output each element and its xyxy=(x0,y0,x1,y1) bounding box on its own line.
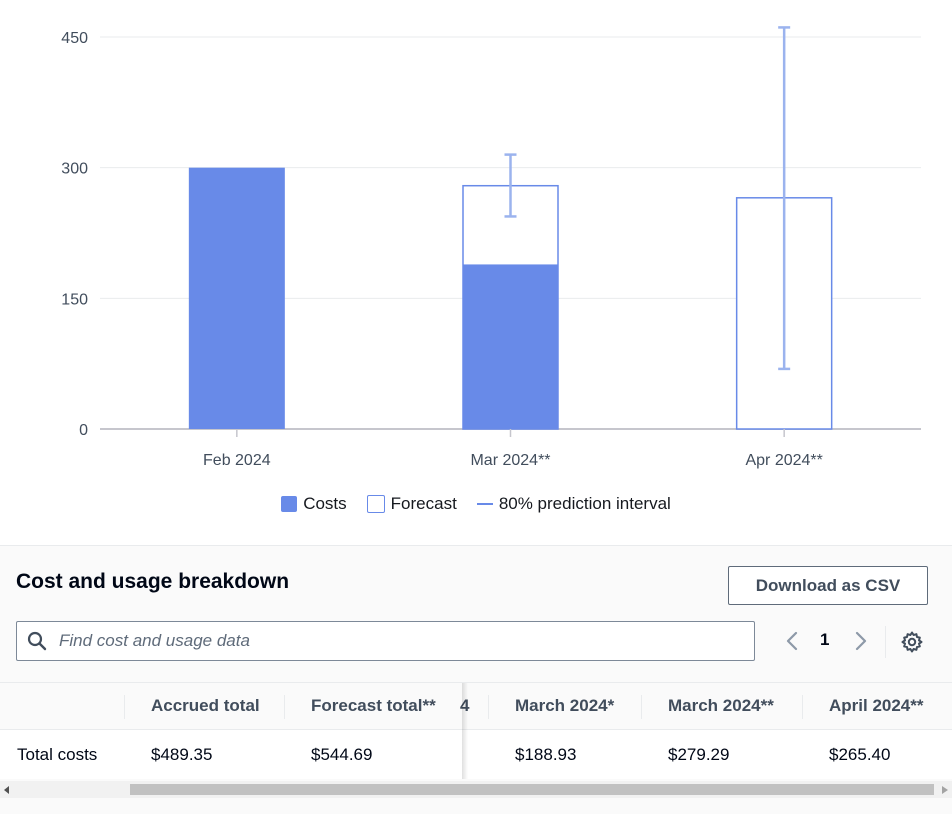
column-header-partial[interactable]: 4 xyxy=(460,696,469,716)
x-tick-label: Apr 2024** xyxy=(745,452,822,469)
horizontal-scrollbar[interactable] xyxy=(0,781,952,798)
column-header-march-2024-actual[interactable]: March 2024* xyxy=(515,696,615,715)
legend-swatch-costs xyxy=(281,496,298,512)
legend-label-costs: Costs xyxy=(303,494,347,513)
cell-accrued-total: $489.35 xyxy=(151,745,213,764)
column-header-accrued-total[interactable]: Accrued total xyxy=(151,696,260,715)
download-csv-button[interactable]: Download as CSV xyxy=(728,566,928,605)
column-divider xyxy=(124,695,125,719)
legend-label-forecast: Forecast xyxy=(390,494,457,513)
section-title: Cost and usage breakdown xyxy=(16,570,290,593)
legend-item-costs[interactable]: Costs xyxy=(281,494,347,514)
search-input[interactable] xyxy=(57,622,747,660)
y-tick-label: 450 xyxy=(61,30,88,47)
gear-icon[interactable] xyxy=(900,630,924,654)
legend-item-interval[interactable]: 80% prediction interval xyxy=(476,494,671,514)
legend-swatch-forecast xyxy=(366,495,385,513)
cell-march-2024-actual: $188.93 xyxy=(515,745,577,764)
cost-breakdown-panel: Cost and usage breakdown Download as CSV… xyxy=(0,545,952,814)
row-label: Total costs xyxy=(17,745,98,764)
x-tick-label: Mar 2024** xyxy=(470,452,550,469)
breakdown-table: Accrued total Forecast total** 4 March 2… xyxy=(0,682,952,779)
legend-item-forecast[interactable]: Forecast xyxy=(366,494,457,514)
search-field[interactable] xyxy=(16,621,755,661)
column-divider xyxy=(641,695,642,719)
bar-chart-svg: 0 150 300 450 Feb 2024 Mar 2024** Apr 2024** xyxy=(61,26,921,469)
scroll-right-arrow-icon[interactable] xyxy=(938,781,952,798)
cost-chart: 0 150 300 450 Feb 2024 Mar 2024** Apr 2024** C… xyxy=(0,26,952,514)
y-tick-label: 150 xyxy=(61,291,88,308)
chevron-left-icon[interactable] xyxy=(782,630,802,652)
cell-forecast-total: $544.69 xyxy=(311,745,373,764)
cell-march-2024-forecast: $279.29 xyxy=(668,745,730,764)
legend-swatch-interval xyxy=(476,503,493,505)
y-tick-label: 0 xyxy=(79,422,88,439)
search-icon xyxy=(27,631,47,651)
page-number[interactable]: 1 xyxy=(820,630,830,649)
scroll-left-arrow-icon[interactable] xyxy=(0,781,14,798)
cost-bar xyxy=(188,167,285,429)
table-row: Total costs $489.35 $544.69 $188.93 $279… xyxy=(0,730,952,779)
column-divider xyxy=(284,695,285,719)
scrollbar-thumb[interactable] xyxy=(130,784,934,795)
column-divider xyxy=(488,695,489,719)
column-header-april-2024-forecast[interactable]: April 2024** xyxy=(829,696,924,715)
column-header-march-2024-forecast[interactable]: March 2024** xyxy=(668,696,774,715)
chart-legend: Costs Forecast 80% prediction interval xyxy=(0,494,952,514)
sticky-column-shadow xyxy=(462,683,468,779)
x-tick-label: Feb 2024 xyxy=(203,452,271,469)
column-divider xyxy=(802,695,803,719)
chevron-right-icon[interactable] xyxy=(851,630,871,652)
y-tick-label: 300 xyxy=(61,161,88,178)
legend-label-interval: 80% prediction interval xyxy=(498,494,671,513)
cell-april-2024-forecast: $265.40 xyxy=(829,745,891,764)
table-header-row: Accrued total Forecast total** 4 March 2… xyxy=(0,683,952,730)
cost-bar xyxy=(462,264,559,429)
pager-divider xyxy=(885,626,886,658)
column-header-forecast-total[interactable]: Forecast total** xyxy=(311,696,436,715)
